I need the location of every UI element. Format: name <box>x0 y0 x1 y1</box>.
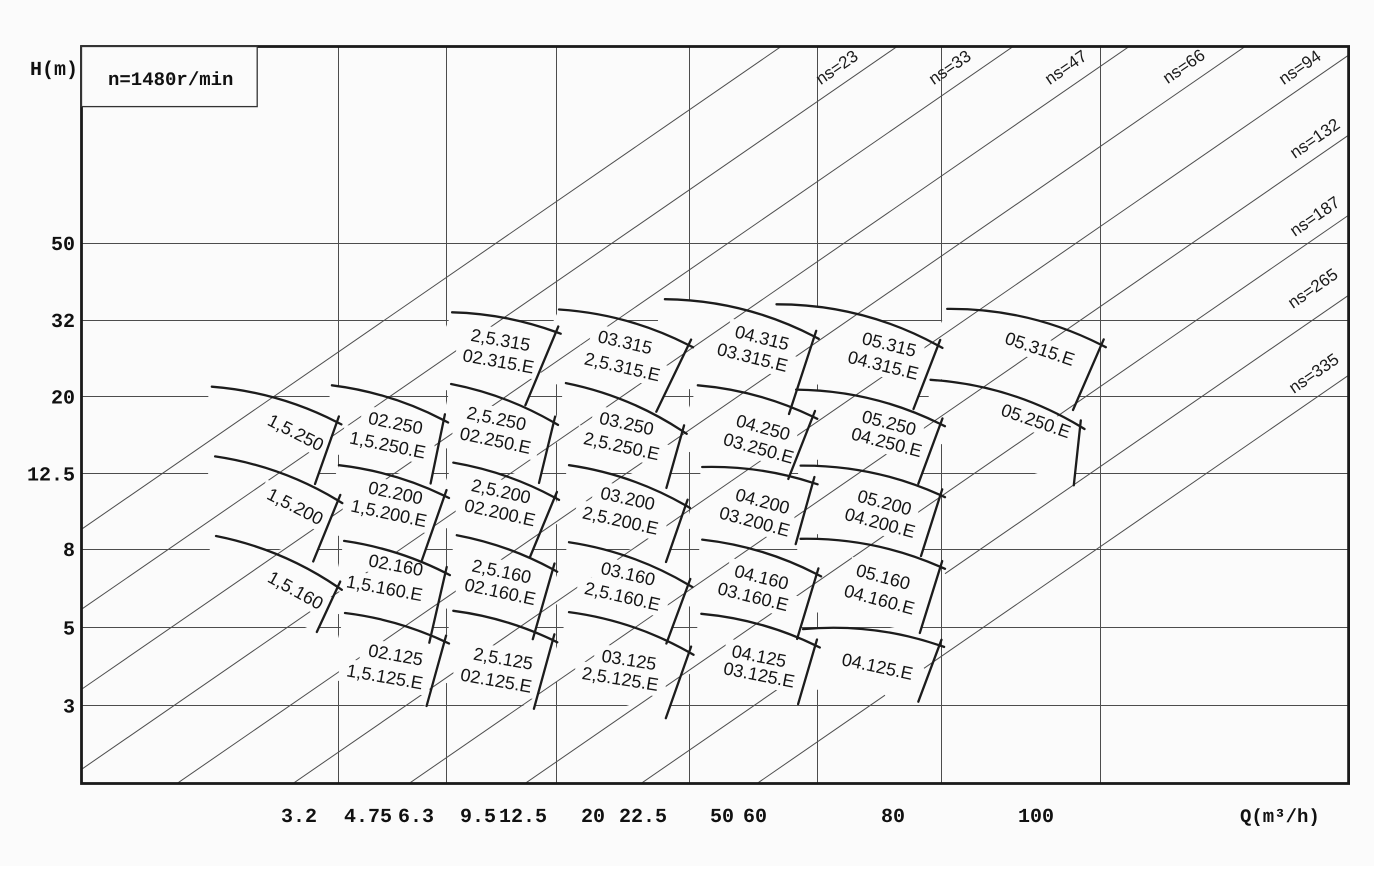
svg-text:n=1480r/min: n=1480r/min <box>108 69 233 91</box>
svg-text:32: 32 <box>51 311 75 334</box>
svg-text:50: 50 <box>710 806 734 829</box>
svg-text:3: 3 <box>63 697 75 720</box>
svg-text:Q(m³/h): Q(m³/h) <box>1240 806 1320 828</box>
svg-text:22.5: 22.5 <box>619 806 667 829</box>
svg-text:9.5: 9.5 <box>460 806 496 829</box>
svg-text:12.5: 12.5 <box>499 806 547 829</box>
svg-text:4.75: 4.75 <box>344 806 392 829</box>
svg-text:3.2: 3.2 <box>281 806 317 829</box>
svg-text:12.5: 12.5 <box>27 465 75 488</box>
svg-text:20: 20 <box>581 806 605 829</box>
svg-text:5: 5 <box>63 619 75 642</box>
svg-text:20: 20 <box>51 388 75 411</box>
svg-text:60: 60 <box>743 806 767 829</box>
svg-text:80: 80 <box>881 806 905 829</box>
svg-text:6.3: 6.3 <box>398 806 434 829</box>
svg-text:H(m): H(m) <box>30 59 78 82</box>
svg-text:8: 8 <box>63 540 75 563</box>
svg-text:50: 50 <box>51 234 75 257</box>
svg-text:100: 100 <box>1018 806 1054 829</box>
